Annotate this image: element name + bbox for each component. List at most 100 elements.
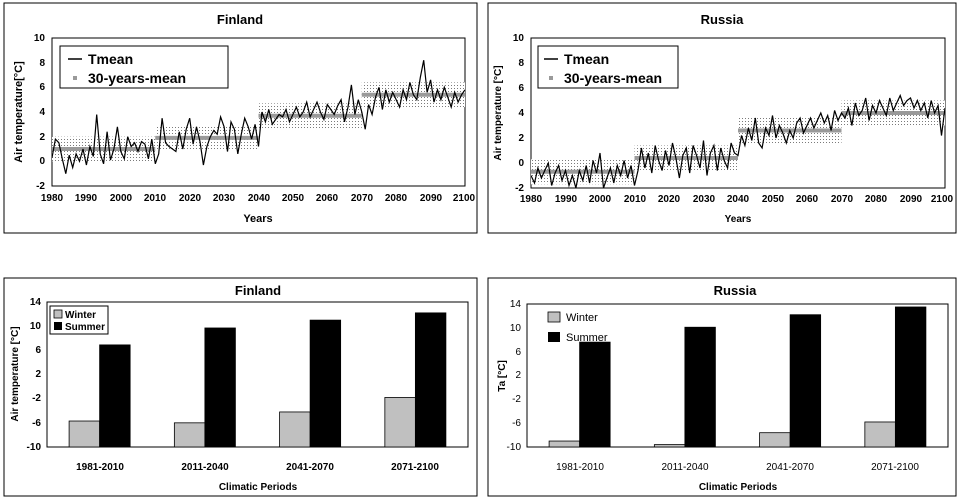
- x-tick-label: 2050: [282, 193, 305, 204]
- chart-title: Russia: [701, 12, 744, 27]
- x-tick-label: 2040: [727, 194, 750, 205]
- x-tick-label: 2080: [865, 194, 888, 205]
- y-tick-label: 10: [510, 323, 522, 334]
- y-tick-label: 4: [39, 107, 45, 118]
- x-axis-ticks: 1980 1990 2000 2010 2020 2030 2040 2050 …: [520, 194, 954, 205]
- x-tick-label: 1990: [555, 194, 578, 205]
- x-axis-title: Climatic Periods: [699, 482, 778, 493]
- summer-bar: [789, 314, 822, 448]
- y-tick-label: 10: [30, 321, 42, 332]
- x-tick-label: 2050: [762, 194, 785, 205]
- y-tick-label: 10: [513, 33, 525, 44]
- y-tick-label: 6: [39, 82, 45, 93]
- y-axis-title: Air temperature [°C]: [10, 326, 21, 421]
- legend-label: Winter: [65, 310, 96, 321]
- x-tick-label: 2100: [931, 194, 954, 205]
- summer-bar: [579, 341, 611, 448]
- x-tick-label: 1981-2010: [76, 462, 124, 473]
- y-tick-label: 14: [30, 297, 42, 308]
- y-tick-label: 10: [34, 33, 46, 44]
- legend-swatch-winter: [53, 309, 63, 319]
- legend: Winter Summer: [547, 311, 608, 344]
- y-tick-label: 0: [518, 158, 524, 169]
- x-tick-label: 1980: [520, 194, 543, 205]
- x-tick-label: 2040: [248, 193, 271, 204]
- legend-box: [537, 45, 679, 89]
- x-tick-label: 2070: [831, 194, 854, 205]
- x-tick-label: 2011-2040: [661, 462, 709, 473]
- chart-title: Russia: [714, 283, 757, 298]
- legend-label: Summer: [65, 322, 105, 333]
- x-tick-label: 2070: [351, 193, 374, 204]
- summer-bar: [309, 319, 342, 448]
- x-axis-title: Years: [725, 214, 752, 225]
- winter-bar: [384, 397, 416, 448]
- y-axis-title: Air temperature [°C]: [493, 65, 504, 160]
- x-tick-label: 2041-2070: [286, 462, 334, 473]
- x-tick-label: 2071-2100: [391, 462, 439, 473]
- winter-bar: [759, 432, 791, 448]
- finland-line-chart: Finland -2 0 2 4 6 8 10 1980 1990 2000 2…: [3, 2, 478, 234]
- y-axis-ticks: -10 -6 -2 2 6 10 14: [507, 299, 522, 453]
- legend-label: Tmean: [564, 51, 609, 67]
- x-tick-label: 2010: [144, 193, 167, 204]
- x-tick-label: 2020: [658, 194, 681, 205]
- x-axis-title: Climatic Periods: [219, 482, 298, 493]
- legend-box: [59, 45, 229, 89]
- x-axis-title: Years: [243, 213, 272, 225]
- x-axis-ticks: 1980 1990 2000 2010 2020 2030 2040 2050 …: [41, 193, 476, 204]
- winter-bar: [173, 422, 206, 448]
- x-tick-label: 2080: [385, 193, 408, 204]
- finland-bar-chart: Finland -10 -6 -2 2 6 10 14 1981-2010 20…: [3, 277, 478, 497]
- x-tick-label: 1981-2010: [556, 462, 604, 473]
- legend-label: Winter: [566, 312, 598, 324]
- chart-title: Finland: [235, 283, 281, 298]
- x-tick-label: 2011-2040: [181, 462, 229, 473]
- legend-label: Summer: [566, 332, 608, 344]
- x-tick-label: 2020: [179, 193, 202, 204]
- x-tick-label: 2090: [420, 193, 443, 204]
- x-tick-label: 2010: [624, 194, 647, 205]
- summer-bar: [204, 327, 236, 448]
- legend-swatch-summer: [54, 322, 62, 330]
- legend-label: Tmean: [88, 51, 133, 67]
- y-tick-label: 8: [39, 58, 45, 69]
- y-axis-title: Air temperature[°C]: [13, 61, 25, 163]
- x-tick-label: 2030: [693, 194, 716, 205]
- y-tick-label: 2: [518, 133, 524, 144]
- x-tick-label: 1990: [75, 193, 98, 204]
- winter-bar: [864, 421, 896, 448]
- y-tick-label: -2: [515, 183, 524, 194]
- y-tick-label: 6: [35, 345, 41, 356]
- y-tick-label: 2: [35, 369, 41, 380]
- y-tick-label: 2: [515, 370, 521, 381]
- y-tick-label: -10: [27, 442, 42, 453]
- y-tick-label: -2: [512, 394, 521, 405]
- legend: Winter Summer: [49, 305, 109, 335]
- tmean-series-line: [51, 60, 466, 174]
- x-tick-label: 2060: [316, 193, 339, 204]
- x-tick-label: 2000: [110, 193, 133, 204]
- y-axis-ticks: -10 -6 -2 2 6 10 14: [27, 297, 42, 453]
- y-tick-label: 4: [518, 108, 524, 119]
- legend: Tmean 30-years-mean: [537, 45, 679, 89]
- y-tick-label: -2: [32, 393, 41, 404]
- y-tick-label: 0: [39, 156, 45, 167]
- y-axis-ticks: -2 0 2 4 6 8 10: [34, 33, 46, 192]
- x-tick-label: 2030: [213, 193, 236, 204]
- legend-square-swatch: [73, 76, 77, 80]
- legend-swatch-winter: [547, 311, 561, 323]
- summer-bar: [414, 312, 447, 448]
- summer-bar: [894, 306, 927, 448]
- russia-bar-chart: Russia -10 -6 -2 2 6 10 14 1981-2010 201…: [487, 277, 957, 497]
- y-tick-label: -6: [32, 418, 41, 429]
- bars: [68, 312, 447, 448]
- x-tick-label: 1980: [41, 193, 64, 204]
- legend-square-swatch: [549, 76, 553, 80]
- tmean-series-line: [530, 93, 946, 189]
- y-tick-label: 2: [39, 132, 45, 143]
- legend-label: 30-years-mean: [564, 70, 662, 86]
- legend-swatch-summer: [548, 332, 560, 342]
- y-tick-label: -2: [36, 181, 45, 192]
- y-axis-title: Ta [°C]: [497, 360, 508, 392]
